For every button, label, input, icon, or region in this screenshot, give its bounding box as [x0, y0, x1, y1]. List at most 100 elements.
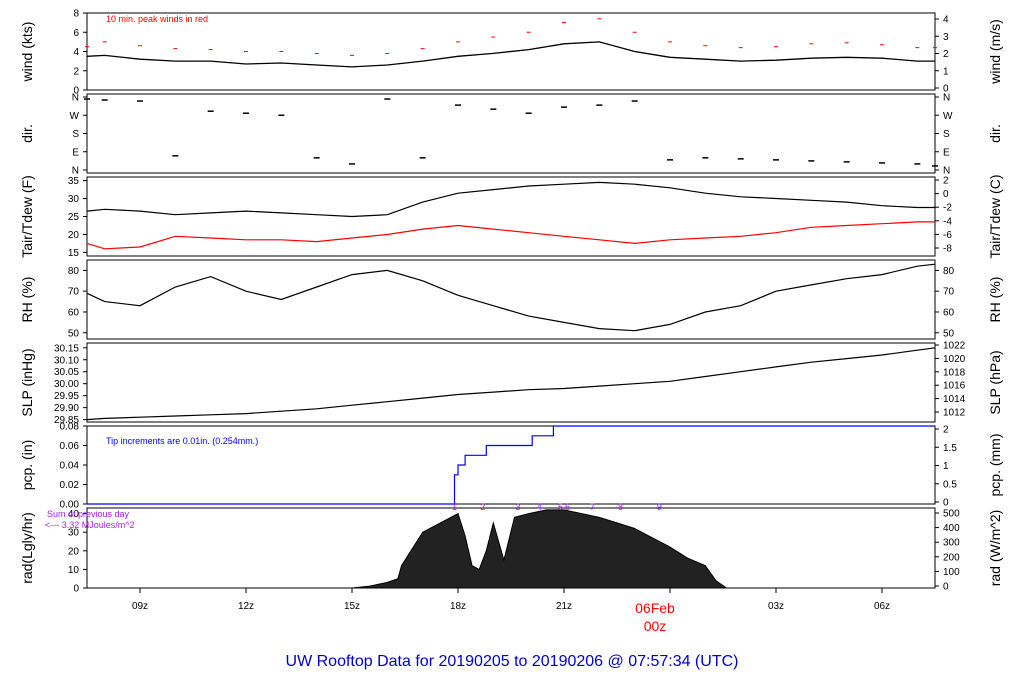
y-tick-label-left: 35: [68, 176, 80, 187]
chart-title: UW Rooftop Data for 20190205 to 20190206…: [286, 653, 739, 670]
y-tick-label-right: 2: [943, 176, 949, 187]
y-tick-label-left: 20: [68, 230, 80, 241]
y-tick-label-right: 1014: [943, 394, 966, 405]
y-tick-label-left: 29.90: [54, 403, 79, 414]
y-tick-label-left: 80: [68, 266, 80, 277]
y-tick-label-left: 30: [68, 194, 80, 205]
y-tick-label-right: 60: [943, 307, 955, 318]
y-tick-label-right: 400: [943, 523, 960, 534]
y-axis-label-right: rad (W/m^2): [987, 510, 1003, 587]
y-tick-label-left: N: [72, 93, 79, 104]
y-tick-label-left: E: [72, 147, 79, 158]
y-tick-label-left: 0: [73, 86, 79, 97]
y-tick-label-right: -8: [943, 244, 952, 255]
y-tick-label-left: 4: [73, 47, 79, 58]
y-tick-label-right: 500: [943, 509, 960, 520]
y-axis-label-right: RH (%): [987, 277, 1003, 323]
y-tick-label-left: 30.10: [54, 355, 79, 366]
rad-marker: 7: [590, 502, 595, 512]
y-axis-label-right: pcp. (mm): [987, 434, 1003, 497]
y-tick-label-left: S: [72, 129, 79, 140]
y-tick-label-left: 0.04: [60, 461, 80, 472]
y-axis-label-left: SLP (inHg): [19, 348, 35, 416]
y-tick-label-left: 25: [68, 212, 80, 223]
y-tick-label-left: W: [70, 111, 80, 122]
y-tick-label-right: 3: [943, 32, 949, 43]
y-tick-label-right: 70: [943, 287, 955, 298]
series-pcp: [87, 425, 935, 505]
panel-rh: 50 60 70 80 50 60 70 80 RH (%) RH (%): [19, 259, 1003, 340]
panel-temperature: 15 20 25 30 35 -8 -6 -4 -2 0 2 Tair/Tdew (F) Tair/Td…: [19, 174, 1003, 258]
y-tick-label-right: 4: [943, 15, 949, 26]
rad-marker: 5: [558, 502, 563, 512]
y-tick-label-right: 1.5: [943, 443, 957, 454]
y-tick-label-left: 0: [73, 584, 79, 595]
y-tick-label-left: 0.00: [60, 500, 80, 511]
y-axis-label-right: Tair/Tdew (C): [987, 174, 1003, 258]
y-axis-label-left: Tair/Tdew (F): [19, 175, 35, 257]
rad-marker: 4: [537, 502, 542, 512]
y-axis-label-left: RH (%): [19, 277, 35, 323]
y-tick-label-right: 1020: [943, 354, 966, 365]
y-tick-label-right: 0: [943, 498, 949, 509]
y-tick-label-right: N: [943, 166, 950, 177]
x-tick-label: 18z: [450, 601, 466, 612]
panel-wind: 0 2 4 6 8 0 1 2 3 4 wind (kts) wind (m/s): [19, 9, 1003, 97]
tip-increment-note: Tip increments are 0.01in. (0.254mm.): [106, 436, 258, 446]
rad-sum-value: <--- 3.32 MJoules/m^2: [45, 520, 135, 530]
series-tdew: [86, 221, 935, 250]
y-axis-label-right: SLP (hPa): [987, 350, 1003, 414]
y-tick-label-right: -4: [943, 216, 952, 227]
y-tick-label-left: 30.15: [54, 343, 79, 354]
wind-annotation: 10 min. peak winds in red: [106, 14, 208, 24]
y-tick-label-left: 15: [68, 248, 80, 259]
rad-marker: 6: [565, 502, 570, 512]
y-tick-label-right: 1: [943, 66, 949, 77]
y-tick-label-left: 29.85: [54, 415, 79, 426]
x-tick-label: 06z: [874, 601, 890, 612]
date-label: 06Feb: [635, 600, 675, 616]
series-slp: [86, 347, 936, 421]
y-tick-label-right: 2: [943, 49, 949, 60]
rad-marker: 9: [657, 502, 662, 512]
y-tick-label-right: 1018: [943, 367, 966, 378]
y-tick-label-left: N: [72, 166, 79, 177]
x-axis: 09z 12z 15z 18z 21z 03z 06z: [132, 588, 890, 612]
panel-frame: [86, 259, 936, 340]
y-tick-label-left: 30.05: [54, 367, 79, 378]
y-tick-label-right: 1: [943, 461, 949, 472]
y-tick-label-right: 1012: [943, 408, 966, 419]
y-tick-label-right: S: [943, 129, 950, 140]
y-tick-label-right: 0.5: [943, 479, 957, 490]
y-tick-label-right: 50: [943, 328, 955, 339]
y-axis-label-left: wind (kts): [19, 22, 35, 83]
y-tick-label-left: 30.00: [54, 379, 79, 390]
y-tick-label-right: N: [943, 93, 950, 104]
panel-pcp: 0.00 0.02 0.04 0.06 0.08 0 0.5 1 1.5 2 pcp. (in) pc…: [19, 422, 1003, 511]
y-tick-label-left: 70: [68, 287, 80, 298]
series-wind: [86, 41, 935, 68]
y-tick-label-right: -2: [943, 203, 952, 214]
series-rh: [86, 263, 936, 332]
x-tick-label: 12z: [238, 601, 254, 612]
y-tick-label-right: 1022: [943, 341, 966, 352]
y-tick-label-left: 8: [73, 9, 79, 20]
y-tick-label-left: 0.08: [60, 422, 80, 433]
y-tick-label-right: 300: [943, 538, 960, 549]
panel-frame: [86, 342, 936, 423]
y-axis-label-left: pcp. (in): [19, 440, 35, 491]
rad-marker: 2: [480, 502, 485, 512]
y-tick-label-left: 2: [73, 66, 79, 77]
y-tick-label-right: 0: [943, 189, 949, 200]
y-axis-label-left: dir.: [19, 124, 35, 143]
y-tick-label-left: 10: [68, 565, 80, 576]
y-tick-label-right: 0: [943, 84, 949, 95]
x-tick-label: 21z: [556, 601, 572, 612]
y-tick-label-left: 6: [73, 28, 79, 39]
y-tick-label-right: 1016: [943, 381, 966, 392]
y-tick-label-left: 50: [68, 328, 80, 339]
y-tick-label-left: 60: [68, 307, 80, 318]
